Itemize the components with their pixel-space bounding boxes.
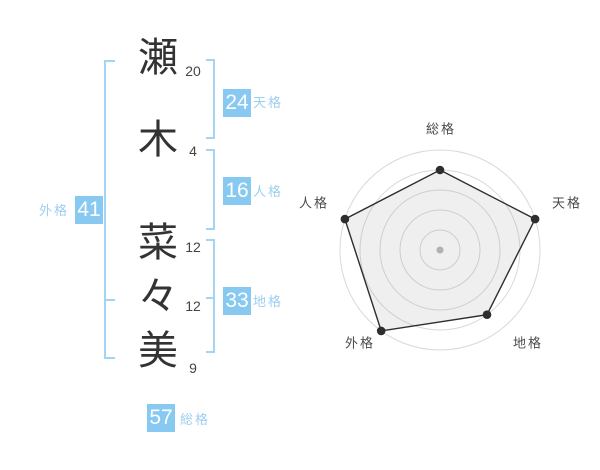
tenkaku-label: 天格 <box>253 95 284 110</box>
soukaku-label: 総格 <box>180 412 211 427</box>
jinkaku-label: 人格 <box>253 184 284 199</box>
chikaku-bracket <box>206 239 215 353</box>
gaikaku-bracket <box>104 60 115 359</box>
radar-data-point <box>530 214 540 224</box>
radar-label-chikaku: 地格 <box>513 335 543 350</box>
radar-plot-area <box>339 149 541 351</box>
tenkaku-value-badge: 24 <box>223 89 251 117</box>
radar-label-tenkaku: 天格 <box>552 195 582 210</box>
radar-center-dot <box>436 246 444 254</box>
name-char-4: 々 <box>138 275 178 319</box>
stroke-count-2: 4 <box>189 143 197 159</box>
jinkaku-value-badge: 16 <box>223 177 251 205</box>
stroke-count-3: 12 <box>185 239 201 255</box>
gaikaku-label: 外格 <box>39 203 70 218</box>
radar-data-point <box>482 310 492 319</box>
radar-data-polygon <box>344 169 537 332</box>
radar-data-point <box>376 326 386 336</box>
name-char-5: 美 <box>138 329 178 373</box>
tenkaku-bracket <box>206 59 215 139</box>
name-char-2: 木 <box>138 118 178 162</box>
radar-data-point <box>435 165 445 175</box>
jinkaku-bracket <box>206 149 215 230</box>
name-char-1: 瀬 <box>138 36 178 80</box>
radar-grid-ring <box>339 149 541 351</box>
chikaku-value-badge: 33 <box>223 287 251 315</box>
stroke-count-1: 20 <box>185 63 201 79</box>
radar-grid-ring <box>399 209 481 291</box>
radar-label-jinkaku: 人格 <box>299 195 329 210</box>
fortune-radar-chart: 総格 天格 地格 外格 人格 <box>299 121 582 351</box>
radar-grid-ring <box>379 189 501 311</box>
chikaku-label: 地格 <box>253 294 284 309</box>
radar-label-soukaku: 総格 <box>426 121 456 136</box>
soukaku-value-badge: 57 <box>147 404 175 432</box>
stroke-group-brackets <box>104 59 215 359</box>
stroke-count-5: 9 <box>189 360 197 376</box>
name-char-3: 菜 <box>138 221 178 265</box>
gaikaku-value-badge: 41 <box>75 196 103 224</box>
stroke-count-4: 12 <box>185 298 201 314</box>
radar-label-gaikaku: 外格 <box>345 335 375 350</box>
radar-data-point <box>340 214 350 224</box>
radar-grid-ring <box>419 229 461 271</box>
